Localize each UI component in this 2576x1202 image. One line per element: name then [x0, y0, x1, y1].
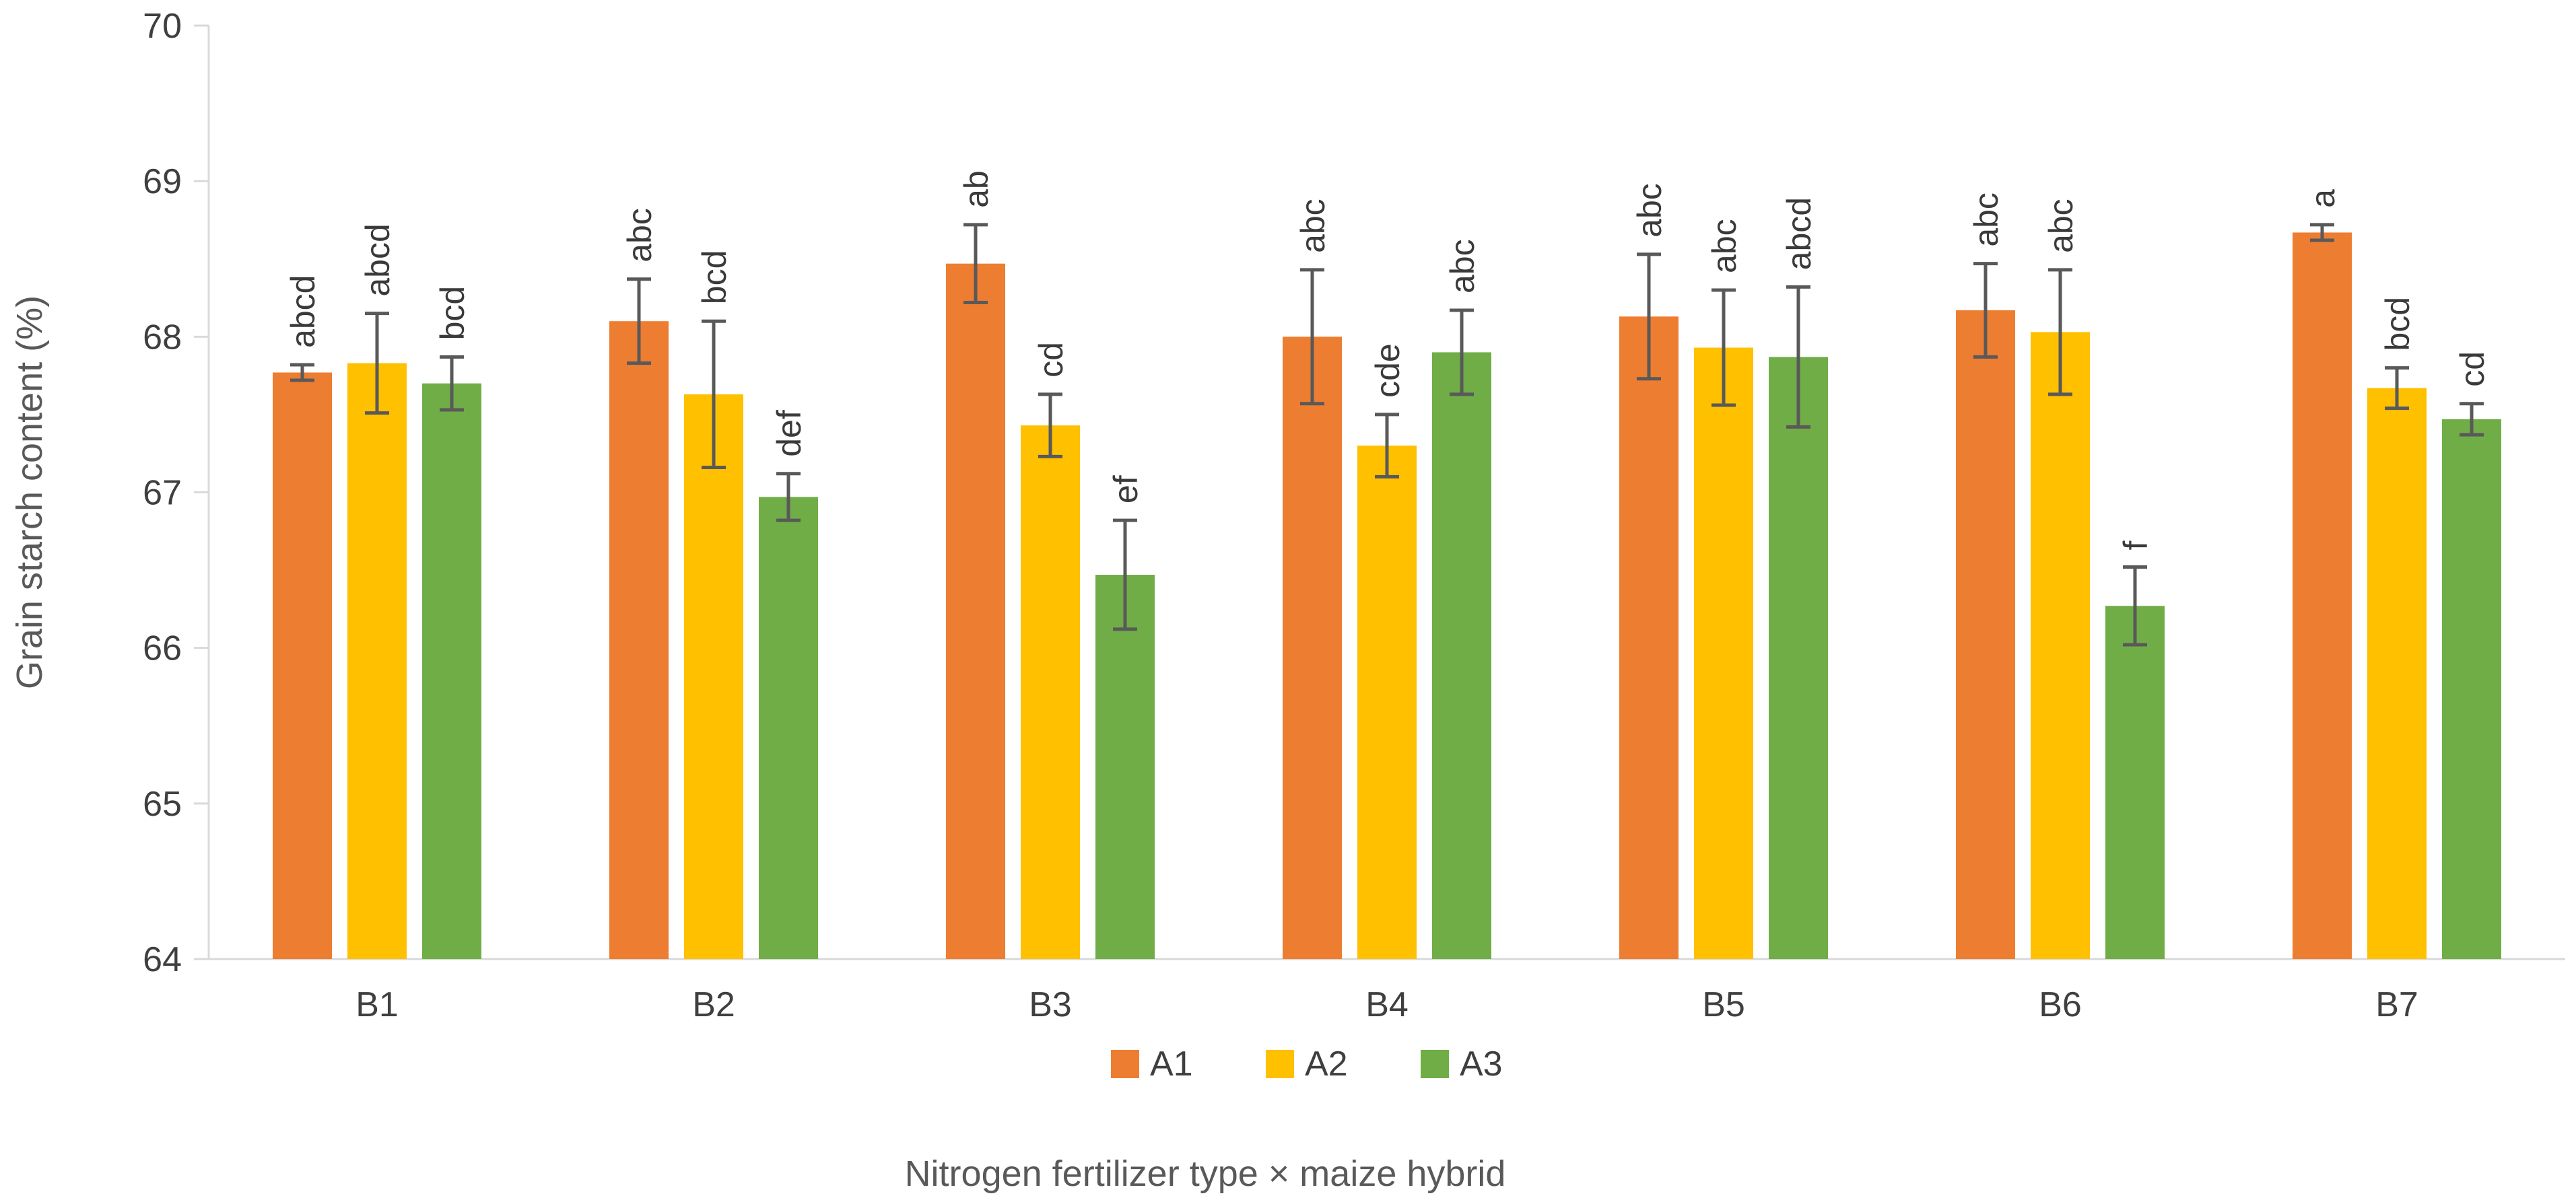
bar-A2-B7: [2367, 388, 2427, 959]
significance-letter: cde: [1369, 343, 1406, 398]
bar-A3-B3: [1095, 575, 1155, 959]
y-axis-title: Grain starch content (%): [9, 295, 50, 689]
y-tick-label: 70: [143, 7, 182, 46]
significance-letter: abcd: [1780, 197, 1818, 270]
x-tick-label: B7: [2375, 985, 2418, 1024]
bar-A1-B1: [273, 372, 332, 959]
significance-letter: ab: [957, 170, 995, 208]
x-tick-label: B2: [692, 985, 735, 1024]
y-tick-label: 68: [143, 318, 182, 357]
legend-swatch-A1: [1111, 1050, 1139, 1078]
significance-letter: abc: [1444, 239, 1481, 293]
significance-letter: abc: [1631, 183, 1668, 238]
bar-A2-B2: [684, 394, 743, 959]
bar-A2-B6: [2031, 332, 2090, 960]
legend-label-A2: A2: [1305, 1045, 1348, 1084]
significance-letter: abc: [1294, 199, 1332, 253]
legend-label-A3: A3: [1460, 1045, 1503, 1084]
bar-A1-B5: [1619, 316, 1679, 959]
significance-letter: abc: [1967, 192, 2005, 247]
significance-letter: cd: [2453, 351, 2491, 387]
x-tick-label: B1: [355, 985, 399, 1024]
significance-letter: ef: [1107, 475, 1145, 503]
x-tick-label: B6: [2039, 985, 2082, 1024]
bar-A1-B4: [1283, 337, 1342, 959]
significance-letter: def: [770, 410, 808, 457]
x-tick-label: B4: [1365, 985, 1409, 1024]
y-tick-label: 67: [143, 474, 182, 513]
bar-A1-B7: [2293, 232, 2352, 959]
y-tick-label: 64: [143, 940, 182, 979]
significance-letter: abc: [1705, 219, 1743, 273]
bar-A2-B5: [1694, 347, 1753, 959]
bar-A2-B4: [1357, 446, 1417, 959]
x-axis-ticks: B1 B2 B3 B4 B5 B6 B7: [355, 985, 2418, 1024]
y-axis-ticks: 64 65 66 67 68 69 70: [143, 7, 209, 979]
x-axis-title: Nitrogen fertilizer type × maize hybrid: [905, 1154, 1506, 1194]
bars-group: abcdabcdbcdabcbcddefabcdefabccdeabcabcab…: [273, 170, 2501, 960]
bar-A3-B2: [759, 497, 818, 959]
y-tick-label: 66: [143, 629, 182, 668]
bar-A2-B1: [347, 363, 407, 959]
bar-A1-B6: [1956, 310, 2015, 959]
significance-letter: abcd: [284, 275, 322, 348]
significance-letter: bcd: [2379, 297, 2416, 351]
significance-letter: bcd: [434, 286, 471, 341]
bar-A3-B7: [2442, 419, 2501, 959]
significance-letter: a: [2304, 189, 2342, 208]
x-tick-label: B5: [1702, 985, 1745, 1024]
significance-letter: abcd: [359, 223, 397, 296]
bar-A3-B1: [422, 383, 481, 959]
legend-label-A1: A1: [1150, 1045, 1193, 1084]
legend-swatch-A3: [1421, 1050, 1449, 1078]
bar-A3-B4: [1432, 352, 1491, 959]
legend: A1 A2 A3: [1111, 1045, 1503, 1084]
bar-A3-B6: [2105, 606, 2165, 959]
significance-letter: cd: [1032, 342, 1070, 378]
bar-A2-B3: [1021, 425, 1080, 959]
legend-swatch-A2: [1266, 1050, 1294, 1078]
y-tick-label: 69: [143, 162, 182, 201]
bar-A1-B2: [609, 321, 669, 959]
bar-A1-B3: [946, 263, 1005, 959]
significance-letter: abc: [2042, 199, 2080, 253]
significance-letter: bcd: [696, 250, 733, 305]
significance-letter: f: [2117, 540, 2155, 550]
bar-A3-B5: [1769, 357, 1828, 959]
x-tick-label: B3: [1029, 985, 1072, 1024]
y-tick-label: 65: [143, 785, 182, 824]
significance-letter: abc: [621, 208, 658, 262]
